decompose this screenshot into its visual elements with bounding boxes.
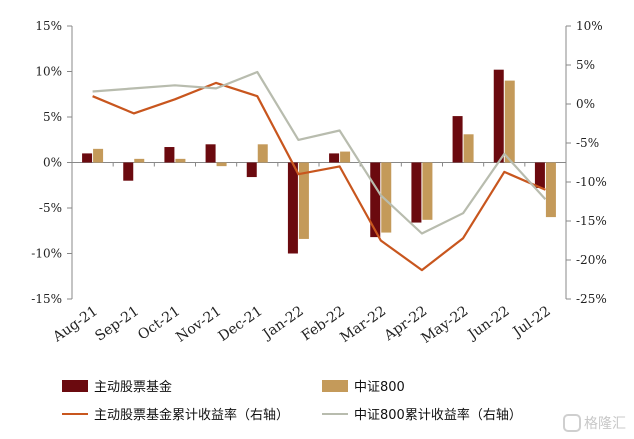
bar-fund [205,144,216,163]
left-tick-label: 5% [43,110,62,124]
x-tick-label: Aug-21 [49,303,100,346]
legend-label-fund-bar: 主动股票基金 [94,380,173,395]
bar-fund [287,162,298,254]
legend-label-csi800-bar: 中证800 [354,380,405,395]
x-tick-label: Jul-22 [509,303,554,341]
bar-fund [370,162,381,238]
x-tick-label: Mar-22 [337,303,389,346]
bar-csi800 [257,144,268,163]
bar-csi800 [545,162,556,218]
right-tick-label: 0% [576,97,595,111]
legend-label-fund-line: 主动股票基金累计收益率（右轴） [94,408,290,423]
legend-swatch-csi800-bar [322,379,348,392]
legend-swatch-fund-bar [62,379,88,392]
bar-csi800 [422,162,433,220]
bar-csi800 [175,158,186,163]
x-tick-label: May-22 [419,303,472,347]
legend-item-fund-line: 主动股票基金累计收益率（右轴） [62,404,289,423]
bar-csi800 [298,162,309,239]
line-csi800-cumulative [92,70,547,235]
right-tick-label: -20% [576,253,607,267]
right-tick-label: -5% [576,136,599,150]
right-tick-label: 5% [576,58,595,72]
watermark: 格隆汇 [563,413,626,433]
legend-item-fund-bar: 主动股票基金 [62,376,172,395]
bar-csi800 [134,158,145,163]
bar-fund [164,147,175,163]
bar-fund [329,153,340,163]
right-tick-label: -10% [576,175,607,189]
x-tick-label: Jun-22 [464,303,513,344]
x-tick-label: Dec-21 [215,303,265,345]
bar-csi800 [340,151,351,163]
bar-fund [452,116,463,163]
legend-swatch-csi800-line [322,412,348,415]
line-fund-cumulative [92,81,546,272]
right-tick-label: -15% [576,214,607,228]
x-tick-label: Sep-21 [92,303,142,344]
right-tick-label: -25% [576,292,607,306]
combo-chart: 15% 10% 5% 0% -5% -10% -15% 10% 5% 0% -5% -10% -15% -… [31,19,607,347]
left-tick-label: 15% [35,19,62,33]
bar-csi800 [216,162,227,167]
bar-fund [82,153,93,163]
bar-fund [534,162,545,188]
watermark-text: 格隆汇 [584,416,626,432]
x-tick-label: Jan-22 [259,303,307,343]
left-tick-label: 10% [35,65,62,79]
legend-item-csi800-line: 中证800累计收益率（右轴） [322,404,522,423]
bar-fund [411,162,422,223]
bar-fund [246,162,257,178]
legend-item-csi800-bar: 中证800 [322,376,405,395]
right-tick-label: 10% [576,19,603,33]
legend-label-csi800-line: 中证800累计收益率（右轴） [354,408,522,423]
bar-csi800 [504,80,515,163]
watermark-logo-icon [563,414,581,432]
left-tick-label: -5% [39,201,62,215]
left-tick-label: -10% [31,247,62,261]
legend: 主动股票基金 中证800 主动股票基金累计收益率（右轴） 中证800累计收益率（… [0,370,634,430]
legend-swatch-fund-line [62,412,88,415]
left-tick-label: 0% [43,156,62,170]
bar-csi800 [93,148,104,163]
bar-csi800 [381,162,392,233]
bar-csi800 [463,134,474,163]
bar-fund [123,162,134,181]
left-tick-label: -15% [31,292,62,306]
bar-fund [493,69,504,163]
x-tick-label: Nov-21 [173,303,224,345]
